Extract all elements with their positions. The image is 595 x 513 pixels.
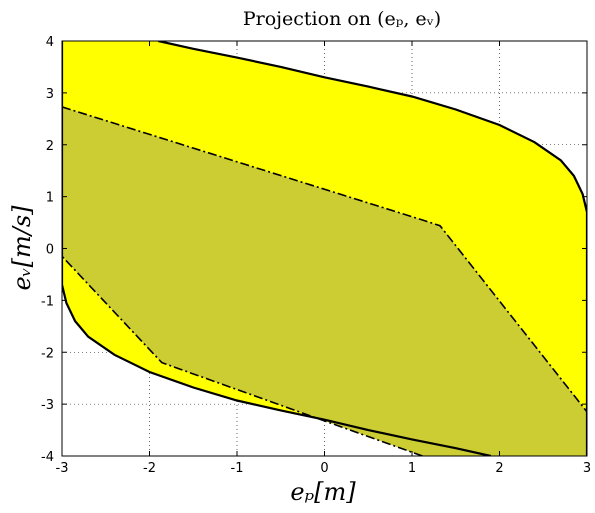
x-tick-label: -3 xyxy=(56,461,69,476)
outer-region-lower-boundary xyxy=(62,41,492,456)
y-tick-label: -3 xyxy=(41,398,54,413)
region-outlines xyxy=(62,41,587,456)
y-axis-label: eᵥ[m/s] xyxy=(8,205,36,291)
inner-region-upper-boundary xyxy=(62,106,587,413)
inner-region-lower-boundary xyxy=(62,255,423,456)
y-tick-label: 1 xyxy=(46,191,54,206)
y-tick-labels: -4 -3 -2 -1 0 1 2 3 4 xyxy=(41,35,54,465)
x-axis-label: eₚ[m] xyxy=(290,478,356,506)
y-tick-label: -1 xyxy=(41,294,54,309)
x-tick-label: 3 xyxy=(583,461,591,476)
y-tick-label: 4 xyxy=(46,35,54,50)
x-tick-label: -2 xyxy=(143,461,156,476)
x-tick-label: 0 xyxy=(320,461,328,476)
x-tick-labels: -3 -2 -1 0 1 2 3 xyxy=(56,461,592,476)
x-tick-label: -1 xyxy=(231,461,244,476)
y-tick-label: 0 xyxy=(46,243,54,258)
x-tick-label: 2 xyxy=(495,461,503,476)
outer-region-upper-boundary xyxy=(158,41,587,456)
inner-region-fill xyxy=(62,106,587,456)
y-tick-label: 3 xyxy=(46,87,54,102)
y-tick-label: -4 xyxy=(41,450,54,465)
y-tick-label: 2 xyxy=(46,139,54,154)
ticks xyxy=(61,40,588,457)
x-tick-label: 1 xyxy=(408,461,416,476)
chart-title: Projection on (eₚ, eᵥ) xyxy=(243,8,441,30)
regions xyxy=(62,41,587,456)
y-tick-label: -2 xyxy=(41,346,54,361)
